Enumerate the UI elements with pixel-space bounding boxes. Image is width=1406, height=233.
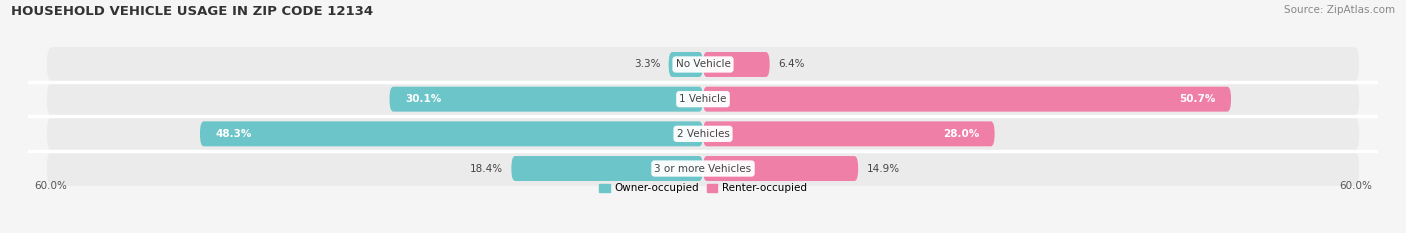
Text: 3.3%: 3.3% <box>634 59 661 69</box>
FancyBboxPatch shape <box>46 151 1360 186</box>
Text: 6.4%: 6.4% <box>778 59 804 69</box>
Text: 60.0%: 60.0% <box>1339 181 1372 191</box>
Text: No Vehicle: No Vehicle <box>675 59 731 69</box>
Text: 1 Vehicle: 1 Vehicle <box>679 94 727 104</box>
FancyBboxPatch shape <box>703 121 994 146</box>
FancyBboxPatch shape <box>703 87 1232 112</box>
FancyBboxPatch shape <box>512 156 703 181</box>
FancyBboxPatch shape <box>46 116 1360 151</box>
FancyBboxPatch shape <box>389 87 703 112</box>
Text: 50.7%: 50.7% <box>1180 94 1215 104</box>
Text: 3 or more Vehicles: 3 or more Vehicles <box>654 164 752 174</box>
FancyBboxPatch shape <box>703 156 858 181</box>
FancyBboxPatch shape <box>703 52 769 77</box>
Text: Source: ZipAtlas.com: Source: ZipAtlas.com <box>1284 5 1395 15</box>
Text: 48.3%: 48.3% <box>215 129 252 139</box>
Text: 14.9%: 14.9% <box>866 164 900 174</box>
Text: 2 Vehicles: 2 Vehicles <box>676 129 730 139</box>
Text: 18.4%: 18.4% <box>470 164 503 174</box>
Text: HOUSEHOLD VEHICLE USAGE IN ZIP CODE 12134: HOUSEHOLD VEHICLE USAGE IN ZIP CODE 1213… <box>11 5 374 18</box>
FancyBboxPatch shape <box>669 52 703 77</box>
Text: 30.1%: 30.1% <box>405 94 441 104</box>
Legend: Owner-occupied, Renter-occupied: Owner-occupied, Renter-occupied <box>599 183 807 193</box>
FancyBboxPatch shape <box>46 82 1360 116</box>
FancyBboxPatch shape <box>200 121 703 146</box>
Text: 60.0%: 60.0% <box>34 181 67 191</box>
Text: 28.0%: 28.0% <box>943 129 979 139</box>
FancyBboxPatch shape <box>46 47 1360 82</box>
